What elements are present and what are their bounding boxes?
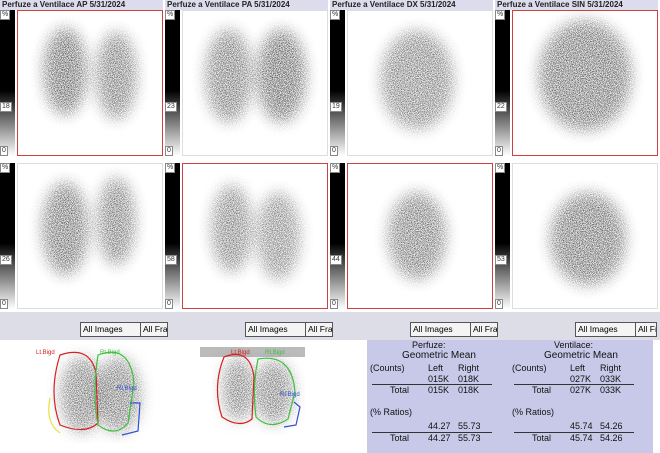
row-label: Total xyxy=(390,385,410,395)
colorbar-min: 0 xyxy=(165,146,173,156)
col-label: Left xyxy=(570,363,586,373)
value: 45.74 xyxy=(570,421,593,431)
colorbar xyxy=(330,10,345,156)
row-label: (Counts) xyxy=(512,363,547,373)
colorbar-min: 0 xyxy=(330,299,338,309)
colorbar-max: 23 xyxy=(165,102,177,112)
button[interactable]: All Images xyxy=(410,322,472,337)
value: 45.74 xyxy=(570,433,593,443)
value: 018K xyxy=(458,385,480,395)
divider xyxy=(372,432,492,433)
scan-image xyxy=(17,163,163,309)
colorbar xyxy=(495,10,510,156)
value: 44.27 xyxy=(428,421,451,431)
divider xyxy=(514,384,634,385)
roi-label: Lt.Bigd xyxy=(231,350,250,356)
row-label: Total xyxy=(532,433,552,443)
button[interactable]: All Images xyxy=(80,322,142,337)
value: 015K xyxy=(428,385,450,395)
colorbar-unit: % xyxy=(0,10,11,20)
colorbar-unit: % xyxy=(0,163,11,173)
row-label: (% Ratios) xyxy=(512,407,555,417)
value: 55.73 xyxy=(458,433,481,443)
button[interactable]: All Fra xyxy=(140,322,168,337)
colorbar xyxy=(330,163,345,309)
value: 015K xyxy=(428,374,450,384)
roi-label: Rt.Bigd xyxy=(117,386,137,392)
colorbar-min: 0 xyxy=(495,299,503,309)
button[interactable]: All Fra xyxy=(635,322,657,337)
colorbar-max: 44 xyxy=(330,255,342,265)
panel-title: Perfuze a Ventilace DX 5/31/2024 xyxy=(330,0,493,10)
value: 027K xyxy=(570,385,592,395)
colorbar-unit: % xyxy=(165,10,176,20)
colorbar-min: 0 xyxy=(330,146,338,156)
colorbar-unit: % xyxy=(495,10,506,20)
button[interactable]: All Fra xyxy=(305,322,333,337)
value: 027K xyxy=(570,374,592,384)
col-label: Right xyxy=(600,363,622,373)
colorbar-max: 53 xyxy=(495,255,507,265)
value: 54.26 xyxy=(600,421,623,431)
value: 033K xyxy=(600,374,622,384)
colorbar-unit: % xyxy=(330,10,341,20)
panel-title: Perfuze a Ventilace AP 5/31/2024 xyxy=(0,0,163,10)
section-subheading: Geometric Mean xyxy=(544,350,618,361)
colorbar-max: 26 xyxy=(0,255,12,265)
panel-title: Perfuze a Ventilace PA 5/31/2024 xyxy=(165,0,328,10)
colorbar-unit: % xyxy=(330,163,341,173)
colorbar-max: 22 xyxy=(495,102,507,112)
value: 018K xyxy=(458,374,480,384)
colorbar xyxy=(165,163,180,309)
value: 54.26 xyxy=(600,433,623,443)
row-label: (Counts) xyxy=(370,363,405,373)
value: 44.27 xyxy=(428,433,451,443)
roi-label: Rt.Bigd xyxy=(265,350,285,356)
section-heading: Perfuze: xyxy=(412,340,446,350)
results-panel xyxy=(367,340,653,453)
roi-image xyxy=(200,347,305,428)
value: 033K xyxy=(600,385,622,395)
roi-image xyxy=(48,351,141,436)
section-subheading: Geometric Mean xyxy=(402,350,476,361)
col-label: Right xyxy=(458,363,480,373)
scan-image xyxy=(347,10,493,156)
value: 55.73 xyxy=(458,421,481,431)
scan-image xyxy=(347,163,493,309)
colorbar-max: 19 xyxy=(330,102,342,112)
colorbar-unit: % xyxy=(495,163,506,173)
row-label: Total xyxy=(390,433,410,443)
scan-image xyxy=(182,163,328,309)
colorbar-unit: % xyxy=(165,163,176,173)
colorbar xyxy=(495,163,510,309)
col-label: Left xyxy=(428,363,444,373)
row-label: (% Ratios) xyxy=(370,407,413,417)
colorbar xyxy=(0,10,15,156)
button[interactable]: All Fra xyxy=(470,322,498,337)
button[interactable]: All Images xyxy=(245,322,307,337)
row-label: Total xyxy=(532,385,552,395)
section-heading: Ventilace: xyxy=(554,340,594,350)
colorbar-min: 0 xyxy=(165,299,173,309)
roi-label: Lt.Bigd xyxy=(36,350,55,356)
colorbar-min: 0 xyxy=(0,299,8,309)
scan-image xyxy=(512,10,658,156)
divider xyxy=(372,384,492,385)
colorbar-max: 18 xyxy=(0,102,12,112)
roi-label: Rt.Bigd xyxy=(280,392,300,398)
colorbar-max: 58 xyxy=(165,255,177,265)
scan-image xyxy=(182,10,328,156)
button[interactable]: All Images xyxy=(575,322,637,337)
divider xyxy=(514,432,634,433)
colorbar-min: 0 xyxy=(495,146,503,156)
scan-image xyxy=(512,163,658,309)
roi-label: Rt.Bigd xyxy=(100,350,120,356)
colorbar xyxy=(165,10,180,156)
colorbar-min: 0 xyxy=(0,146,8,156)
scan-image xyxy=(17,10,163,156)
panel-title: Perfuze a Ventilace SIN 5/31/2024 xyxy=(495,0,658,10)
colorbar xyxy=(0,163,15,309)
